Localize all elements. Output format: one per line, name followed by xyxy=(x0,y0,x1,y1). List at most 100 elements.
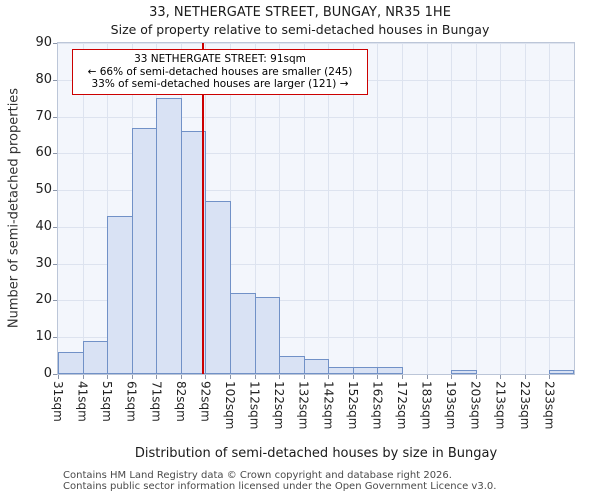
y-tick-mark xyxy=(53,79,57,81)
y-tick-label: 20 xyxy=(35,292,52,308)
histogram-bar-142sqm xyxy=(328,366,354,374)
x-tick-label: 31sqm xyxy=(51,381,65,422)
y-tick-label: 60 xyxy=(35,145,52,161)
histogram-bar-41sqm xyxy=(82,340,109,374)
y-tick-mark xyxy=(53,153,57,155)
y-tick-label: 40 xyxy=(35,218,52,234)
histogram-bar-233sqm xyxy=(549,370,574,374)
chart-subtitle: Size of property relative to semi-detach… xyxy=(110,22,490,37)
footer-attribution-line-1: Contains HM Land Registry data © Crown c… xyxy=(63,470,452,481)
x-tick-label: 112sqm xyxy=(247,381,262,430)
gridline-vertical xyxy=(254,43,256,374)
y-tick-mark xyxy=(53,337,57,339)
property-size-marker-line xyxy=(202,43,204,374)
y-tick-mark xyxy=(53,263,57,265)
y-tick-label: 70 xyxy=(35,108,52,124)
x-tick-mark xyxy=(426,375,428,379)
y-tick-mark xyxy=(53,43,57,44)
gridline-horizontal xyxy=(58,226,574,228)
x-tick-label: 233sqm xyxy=(542,381,557,430)
x-tick-mark xyxy=(180,375,182,379)
x-tick-label: 223sqm xyxy=(517,381,532,430)
gridline-horizontal xyxy=(58,190,574,192)
x-tick-label: 92sqm xyxy=(198,381,213,422)
histogram-bar-152sqm xyxy=(352,366,379,374)
gridline-vertical xyxy=(500,43,502,374)
y-tick-mark xyxy=(53,374,57,375)
x-tick-mark xyxy=(352,375,354,379)
x-tick-mark xyxy=(451,375,453,379)
x-tick-label: 71sqm xyxy=(149,381,164,422)
annotation-line-2: ← 66% of semi-detached houses are smalle… xyxy=(87,65,353,78)
x-tick-mark xyxy=(475,375,477,379)
histogram-bar-162sqm xyxy=(377,366,403,374)
y-tick-label: 10 xyxy=(35,329,52,345)
y-tick-label: 50 xyxy=(35,182,52,198)
x-tick-label: 213sqm xyxy=(493,381,508,430)
y-tick-label: 30 xyxy=(35,255,52,271)
x-tick-label: 132sqm xyxy=(296,381,311,430)
gridline-vertical xyxy=(82,43,84,374)
gridline-vertical xyxy=(377,43,379,374)
histogram-bar-122sqm xyxy=(279,355,305,374)
x-tick-mark xyxy=(549,375,551,379)
x-tick-mark xyxy=(524,375,526,379)
x-tick-label: 183sqm xyxy=(419,381,434,430)
gridline-vertical xyxy=(549,43,551,374)
y-tick-label: 0 xyxy=(43,366,52,381)
gridline-horizontal xyxy=(58,153,574,155)
gridline-vertical xyxy=(328,43,330,374)
gridline-vertical xyxy=(303,43,305,374)
y-tick-mark xyxy=(53,190,57,192)
gridline-horizontal xyxy=(58,43,574,44)
y-tick-label: 90 xyxy=(35,35,52,50)
gridline-vertical xyxy=(524,43,526,374)
x-tick-label: 61sqm xyxy=(124,381,139,422)
x-tick-mark xyxy=(279,375,281,379)
histogram-bar-61sqm xyxy=(131,127,158,374)
x-tick-label: 82sqm xyxy=(173,381,188,422)
x-tick-mark xyxy=(303,375,305,379)
histogram-bar-31sqm xyxy=(58,351,84,374)
gridline-horizontal xyxy=(58,337,574,339)
annotation-box: 33 NETHERGATE STREET: 91sqm ← 66% of sem… xyxy=(72,49,368,95)
x-tick-label: 193sqm xyxy=(444,381,459,430)
gridline-vertical xyxy=(426,43,428,374)
gridline-vertical xyxy=(475,43,477,374)
x-tick-mark xyxy=(254,375,256,379)
x-tick-label: 51sqm xyxy=(100,381,115,422)
x-tick-mark xyxy=(377,375,379,379)
x-tick-label: 172sqm xyxy=(395,381,409,430)
annotation-line-1: 33 NETHERGATE STREET: 91sqm xyxy=(134,53,306,65)
y-tick-mark xyxy=(53,116,57,118)
gridline-vertical xyxy=(451,43,453,374)
x-tick-mark xyxy=(328,375,330,379)
x-tick-label: 162sqm xyxy=(370,381,385,430)
x-tick-mark xyxy=(402,375,403,379)
gridline-horizontal xyxy=(58,263,574,265)
x-tick-mark xyxy=(82,375,84,379)
gridline-vertical xyxy=(352,43,354,374)
x-tick-label: 152sqm xyxy=(345,381,360,430)
plot-area: 33 NETHERGATE STREET: 91sqm ← 66% of sem… xyxy=(57,42,575,375)
y-tick-mark xyxy=(53,226,57,228)
histogram-bar-71sqm xyxy=(156,98,182,374)
x-tick-label: 102sqm xyxy=(223,381,237,430)
histogram-bar-193sqm xyxy=(451,370,477,374)
histogram-bar-112sqm xyxy=(254,296,281,374)
gridline-horizontal xyxy=(58,300,574,302)
x-tick-mark xyxy=(131,375,133,379)
x-tick-label: 122sqm xyxy=(272,381,287,430)
footer-attribution-line-2: Contains public sector information licen… xyxy=(63,481,497,492)
gridline-horizontal xyxy=(58,116,574,118)
x-tick-mark xyxy=(156,375,158,379)
x-tick-mark xyxy=(58,375,59,379)
x-tick-label: 41sqm xyxy=(75,381,90,422)
gridline-vertical xyxy=(107,43,109,374)
x-tick-mark xyxy=(107,375,109,379)
gridline-vertical xyxy=(402,43,403,374)
x-axis-label: Distribution of semi-detached houses by … xyxy=(134,446,498,461)
histogram-bar-132sqm xyxy=(303,359,330,374)
annotation-line-3: 33% of semi-detached houses are larger (… xyxy=(91,78,349,90)
